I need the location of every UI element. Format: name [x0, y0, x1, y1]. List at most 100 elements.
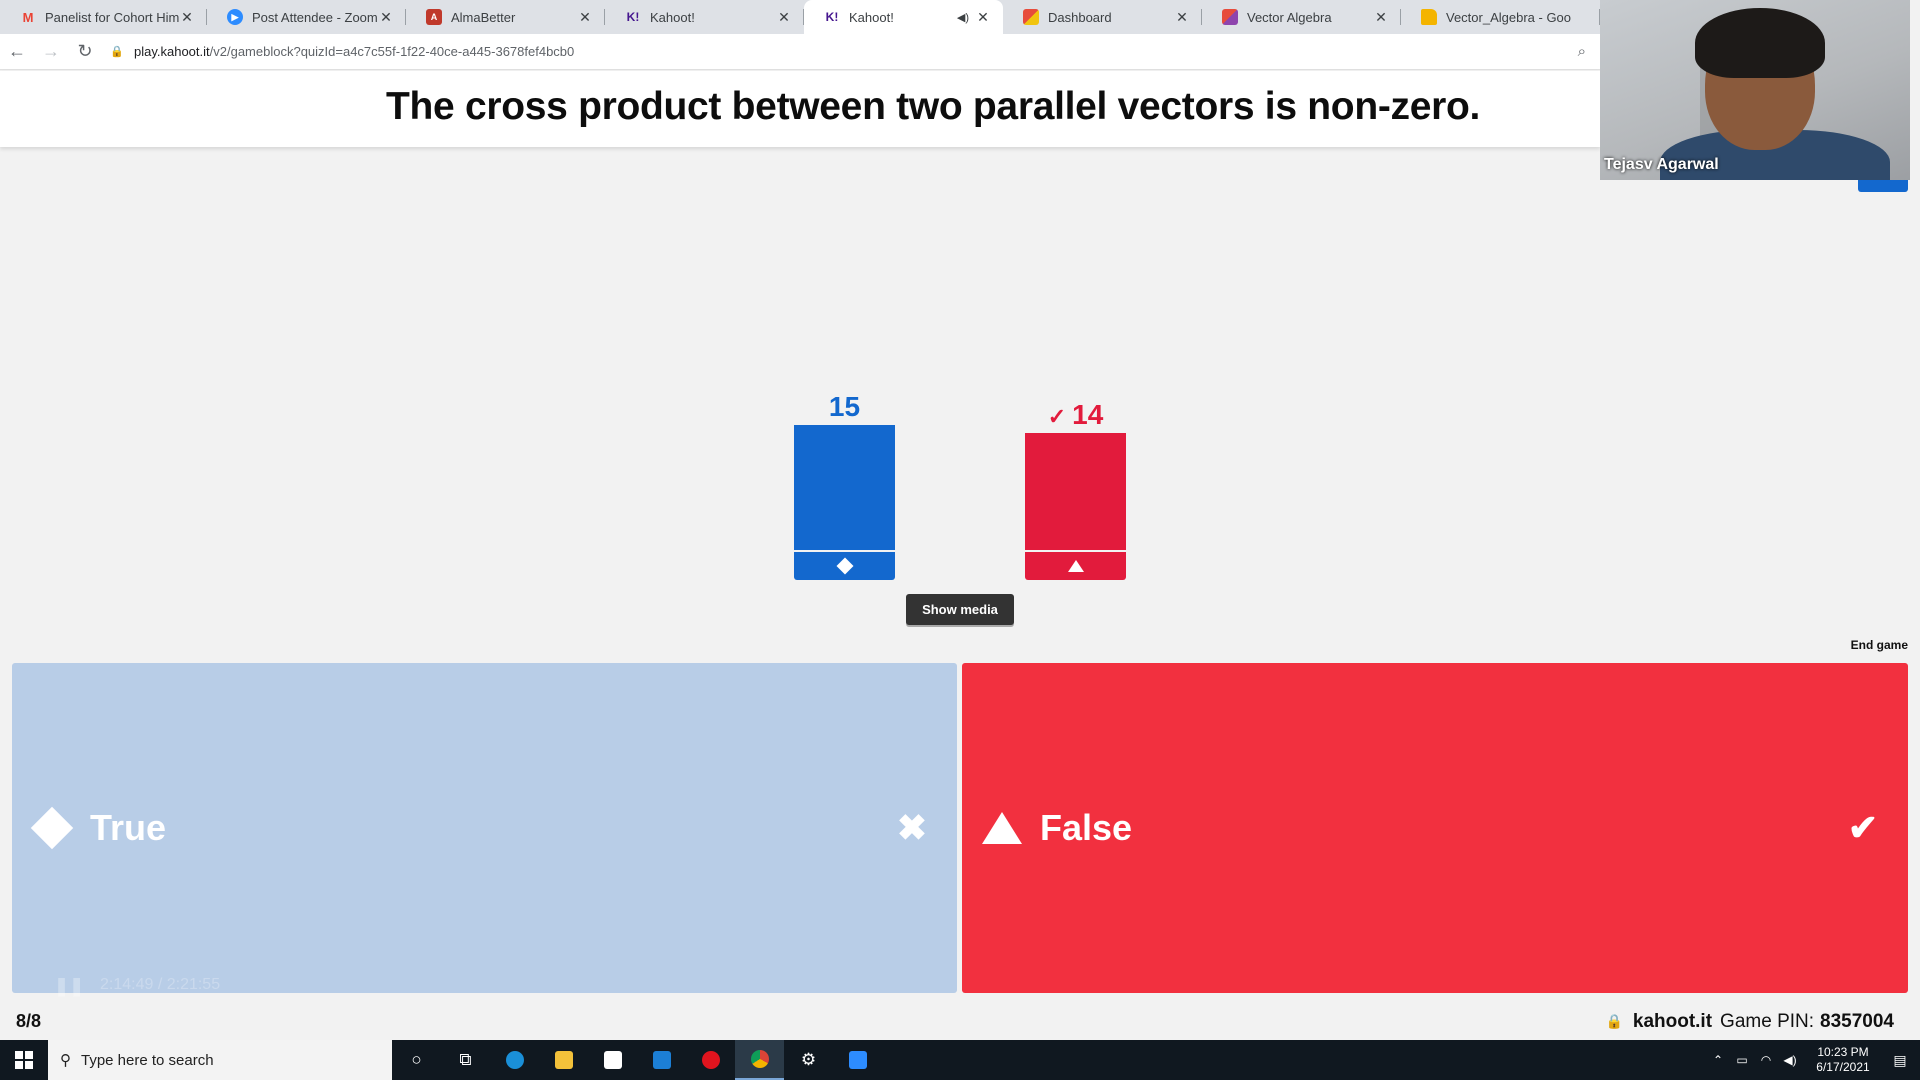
game-pin-label: Game PIN: [1720, 1010, 1815, 1032]
diamond-icon [836, 557, 853, 575]
close-icon[interactable]: ✕ [1375, 8, 1387, 25]
tab-vector-algebra-doc[interactable]: Vector_Algebra - Goo [1401, 0, 1600, 34]
forward-arrow-icon[interactable]: → [42, 41, 60, 61]
clock-time: 10:23 PM [1817, 1045, 1869, 1059]
results-chart: 15 ✓ 14 [760, 340, 1160, 580]
url-host: play.kahoot.it [134, 44, 210, 59]
game-host: kahoot.it [1632, 1010, 1713, 1032]
lock-icon[interactable]: 🔒 [1605, 1013, 1623, 1029]
gmail-icon: M [22, 9, 34, 25]
tab-zoom[interactable]: ▶ Post Attendee - Zoom ✕ [207, 0, 406, 34]
reload-icon[interactable]: ↻ [77, 41, 93, 61]
result-bar-base-true [794, 552, 895, 580]
question-header: The cross product between two parallel v… [0, 71, 1600, 147]
edge-icon[interactable] [490, 1040, 539, 1080]
result-bar-false: ✓ 14 [1025, 393, 1126, 580]
clock[interactable]: 10:23 PM 6/17/2021 [1806, 1045, 1880, 1075]
chevron-up-icon[interactable]: ⌃ [1712, 1053, 1724, 1067]
zoom-magnifier-icon[interactable]: ⌕ [1577, 43, 1586, 60]
tab-title: Vector Algebra [1247, 9, 1332, 25]
battery-icon[interactable]: ▭ [1736, 1053, 1748, 1067]
store-icon[interactable] [588, 1040, 637, 1080]
kahoot-icon: K! [825, 10, 839, 24]
docs-icon [1421, 9, 1437, 25]
close-icon[interactable]: ✕ [1176, 8, 1188, 25]
kahoot-icon: K! [626, 10, 640, 24]
question-text: The cross product between two parallel v… [386, 85, 1481, 128]
diamond-icon [28, 804, 76, 852]
incorrect-x-icon: ✖ [896, 807, 927, 848]
result-bar-base-false [1025, 552, 1126, 580]
question-progress: 8/8 [16, 1011, 42, 1031]
participant-name: Tejasv Agarwal [1604, 156, 1719, 173]
close-icon[interactable]: ✕ [380, 8, 392, 25]
windows-logo-icon [15, 1051, 33, 1069]
tab-title: Vector_Algebra - Goo [1446, 9, 1572, 25]
correct-check-icon: ✔ [1847, 807, 1878, 848]
address-bar[interactable]: 🔒 play.kahoot.it/v2/gameblock?quizId=a4c… [110, 37, 1600, 67]
clock-date: 6/17/2021 [1816, 1060, 1870, 1074]
start-button[interactable] [0, 1040, 48, 1080]
answer-label-false: False [1040, 807, 1133, 848]
taskbar-search[interactable]: ⚲ Type here to search [48, 1040, 392, 1080]
tab-kahoot[interactable]: K! Kahoot! ✕ [605, 0, 804, 34]
cortana-icon[interactable]: ○ [411, 1050, 422, 1069]
dashboard-icon [1023, 9, 1039, 25]
lock-icon[interactable]: 🔒 [110, 46, 124, 58]
blue-corner-chip [1858, 180, 1908, 192]
almabetter-icon: A [426, 9, 442, 25]
file-explorer-icon[interactable] [539, 1040, 588, 1080]
browser-tab-strip: M Panelist for Cohort Himala ✕ ▶ Post At… [0, 0, 1600, 34]
tab-title: Kahoot! [849, 9, 894, 25]
wifi-icon[interactable]: ◠ [1760, 1053, 1772, 1067]
result-bar-true: 15 [794, 385, 895, 580]
slides-icon [1222, 9, 1238, 25]
result-bar-fill-false [1025, 433, 1126, 550]
pause-icon[interactable]: ❚❚ [54, 976, 85, 996]
zoom-app-icon[interactable] [833, 1040, 882, 1080]
system-tray: ⌃ ▭ ◠ ◀) 10:23 PM 6/17/2021 ▤ [1706, 1040, 1920, 1080]
task-view-icon[interactable]: ⧉ [459, 1050, 472, 1069]
tab-title: Kahoot! [650, 9, 695, 25]
triangle-icon [1067, 560, 1084, 572]
end-game-link[interactable]: End game [1850, 638, 1908, 652]
tab-title: AlmaBetter [451, 9, 516, 25]
tab-dashboard[interactable]: Dashboard ✕ [1003, 0, 1202, 34]
tab-almabetter[interactable]: A AlmaBetter ✕ [406, 0, 605, 34]
result-count-false: ✓ 14 [1047, 399, 1104, 430]
back-arrow-icon[interactable]: ← [8, 41, 26, 61]
tab-title: Panelist for Cohort Himala [45, 9, 179, 25]
mail-icon[interactable] [637, 1040, 686, 1080]
close-icon[interactable]: ✕ [579, 8, 591, 25]
volume-icon[interactable]: ◀) [1783, 1053, 1797, 1067]
tab-kahoot-active[interactable]: K! Kahoot! ◀) ✕ [804, 0, 1003, 34]
webcam-video: Tejasv Agarwal [1600, 0, 1910, 180]
game-footer: 8/8 🔒 kahoot.it Game PIN: 8357004 [0, 1003, 1920, 1040]
answer-tile-false: False ✔ [962, 663, 1908, 993]
answer-label-true: True [90, 807, 167, 848]
video-timestamp: 2:14:49 / 2:21:55 [100, 976, 221, 993]
result-bar-fill-true [794, 425, 895, 550]
search-icon: ⚲ [60, 1052, 71, 1069]
tab-title: Post Attendee - Zoom [252, 9, 378, 25]
tab-vector-algebra[interactable]: Vector Algebra ✕ [1202, 0, 1401, 34]
speaker-icon[interactable]: ◀) [956, 11, 969, 24]
chrome-icon[interactable] [735, 1040, 784, 1080]
browser-toolbar: ← → ↻ 🔒 play.kahoot.it/v2/gameblock?quiz… [0, 34, 1600, 70]
show-media-button[interactable]: Show media [906, 594, 1014, 625]
close-icon[interactable]: ✕ [977, 8, 989, 25]
close-icon[interactable]: ✕ [778, 8, 790, 25]
game-pin-area: 🔒 kahoot.it Game PIN: 8357004 [1605, 1011, 1894, 1033]
webcam-person-hair [1695, 8, 1825, 78]
settings-gear-icon[interactable]: ⚙ [800, 1050, 817, 1069]
answer-tile-true: True ✖ [12, 663, 957, 993]
notifications-icon[interactable]: ▤ [1893, 1051, 1907, 1068]
search-placeholder: Type here to search [81, 1051, 214, 1069]
close-icon[interactable]: ✕ [181, 8, 193, 25]
game-pin: 8357004 [1820, 1010, 1894, 1032]
triangle-icon [978, 804, 1026, 852]
result-count-true: 15 [828, 391, 861, 422]
tab-title: Dashboard [1048, 9, 1112, 25]
tab-gmail[interactable]: M Panelist for Cohort Himala ✕ [0, 0, 207, 34]
opera-icon[interactable] [686, 1040, 735, 1080]
